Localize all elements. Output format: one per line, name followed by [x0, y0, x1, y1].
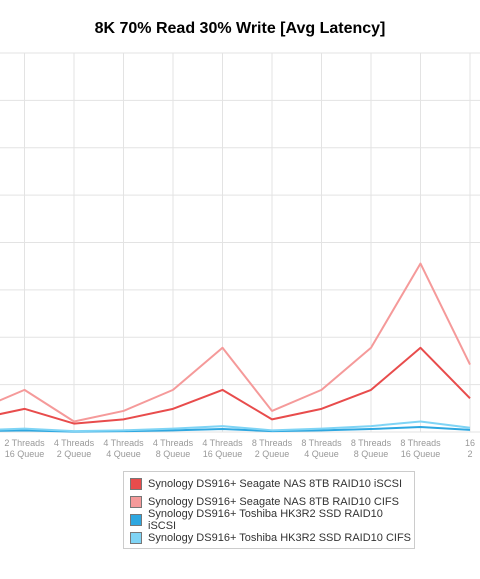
legend-item-2[interactable]: Synology DS916+ Seagate NAS 8TB RAID10 C…	[130, 493, 414, 511]
legend-swatch	[130, 514, 142, 526]
series-lines	[0, 262, 471, 433]
legend-item-3[interactable]: Synology DS916+ Toshiba HK3R2 SSD RAID10…	[130, 508, 414, 532]
legend-label: Synology DS916+ Seagate NAS 8TB RAID10 i…	[148, 478, 403, 490]
legend-label: Synology DS916+ Seagate NAS 8TB RAID10 C…	[148, 496, 399, 508]
x-tick-label: 8 Threads 16 Queue	[400, 438, 441, 459]
x-tick-label: 4 Threads 16 Queue	[202, 438, 243, 459]
legend-swatch	[130, 496, 142, 508]
series-line-2	[0, 262, 471, 423]
legend-label: Synology DS916+ Toshiba HK3R2 SSD RAID10…	[148, 508, 383, 532]
x-tick-label: 16 2	[465, 438, 475, 459]
legend-label: Synology DS916+ Toshiba HK3R2 SSD RAID10…	[148, 532, 412, 544]
x-tick-label: 8 Threads 2 Queue	[252, 438, 293, 459]
x-tick-label: 8 Threads 8 Queue	[351, 438, 392, 459]
legend-item-4[interactable]: Synology DS916+ Toshiba HK3R2 SSD RAID10…	[130, 529, 414, 547]
x-tick-label: 2 Threads 16 Queue	[4, 438, 45, 459]
x-tick-label: 4 Threads 2 Queue	[54, 438, 95, 459]
legend-swatch	[130, 532, 142, 544]
x-tick-label: 8 Threads 4 Queue	[301, 438, 342, 459]
x-tick-label: 4 Threads 4 Queue	[103, 438, 144, 459]
series-line-4	[0, 420, 471, 433]
legend-item-1[interactable]: Synology DS916+ Seagate NAS 8TB RAID10 i…	[130, 475, 414, 493]
grid-lines	[0, 52, 480, 433]
x-tick-label: 4 Threads 8 Queue	[153, 438, 194, 459]
chart-title: 8K 70% Read 30% Write [Avg Latency]	[94, 20, 386, 37]
legend-swatch	[130, 478, 142, 490]
series-line-1	[0, 346, 471, 425]
legend: Synology DS916+ Seagate NAS 8TB RAID10 i…	[123, 471, 415, 549]
